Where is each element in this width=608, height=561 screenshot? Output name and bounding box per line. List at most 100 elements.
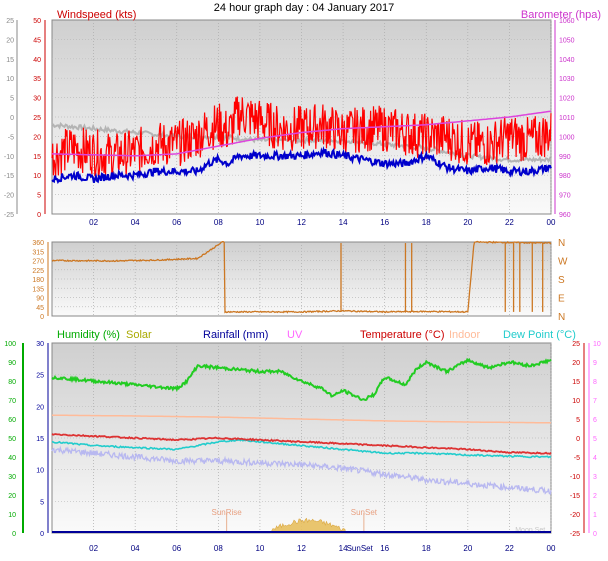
x-tick-label: 10 <box>255 218 264 227</box>
uv-tick-label: 2 <box>593 493 597 500</box>
humidity-tick-label: 0 <box>12 531 16 538</box>
dir-tick-label: 45 <box>36 305 44 312</box>
outer-tick-label: -25 <box>4 212 14 219</box>
x-tick-label: 00 <box>547 544 556 553</box>
outer-tick-label: 25 <box>6 18 14 25</box>
outer-tick-label: 5 <box>10 96 14 103</box>
baro-tick-label: 1000 <box>559 134 575 141</box>
legend-item: Solar <box>126 329 152 341</box>
outer-tick-label: 20 <box>6 37 14 44</box>
legend-item: Dew Point (°C) <box>503 329 576 341</box>
x-tick-label: 02 <box>89 218 98 227</box>
outer-tick-label: -20 <box>4 193 14 200</box>
x-tick-label: 18 <box>422 544 431 553</box>
dir-tick-label: 225 <box>32 268 44 275</box>
legend-item: Humidity (%) <box>57 329 120 341</box>
baro-tick-label: 970 <box>559 193 571 200</box>
legend-item: Indoor <box>449 329 481 341</box>
humidity-temp-panel: Humidity (%) Solar Rainfall (mm) UV Temperat… <box>4 329 601 553</box>
temp-tick-label: 15 <box>572 379 580 386</box>
wind-tick-label: 30 <box>33 96 41 103</box>
humidity-tick-label: 30 <box>8 474 16 481</box>
x-tick-label: 12 <box>297 544 306 553</box>
x-tick-label: 14 <box>339 544 348 553</box>
humidity-tick-label: 90 <box>8 360 16 367</box>
apparent-temp-line <box>51 445 552 496</box>
rain-tick-label: 30 <box>36 341 44 348</box>
wind-direction-line <box>51 240 552 314</box>
outer-tick-label: -10 <box>4 154 14 161</box>
sunrise-label: SunRise <box>212 508 243 517</box>
wind-tick-label: 10 <box>33 173 41 180</box>
barometer-line <box>52 110 552 157</box>
temp-tick-label: -15 <box>570 493 580 500</box>
wind-tick-label: 45 <box>33 37 41 44</box>
outer-tick-label: -5 <box>8 134 14 141</box>
uv-tick-label: 6 <box>593 417 597 424</box>
uv-tick-label: 8 <box>593 379 597 386</box>
humidity-tick-label: 50 <box>8 436 16 443</box>
x-tick-label: 10 <box>255 544 264 553</box>
temp-tick-label: -5 <box>574 455 580 462</box>
rain-tick-label: 20 <box>36 404 44 411</box>
uv-tick-label: 10 <box>593 341 601 348</box>
outer-tick-label: 15 <box>6 57 14 64</box>
x-tick-label: 14 <box>339 218 348 227</box>
baro-tick-label: 1020 <box>559 96 575 103</box>
temp-tick-label: 25 <box>572 341 580 348</box>
wind-tick-label: 25 <box>33 115 41 122</box>
graph-title: 24 hour graph day : 04 January 2017 <box>214 2 394 14</box>
dir-tick-label: 0 <box>40 314 44 321</box>
rain-tick-label: 5 <box>40 499 44 506</box>
baro-tick-label: 1040 <box>559 57 575 64</box>
temp-tick-label: -25 <box>570 531 580 538</box>
x-tick-label: 08 <box>214 218 223 227</box>
baro-tick-label: 1030 <box>559 76 575 83</box>
wind-tick-label: 40 <box>33 57 41 64</box>
x-tick-label: 04 <box>131 218 140 227</box>
rain-tick-label: 15 <box>36 436 44 443</box>
dir-tick-label: 270 <box>32 259 44 266</box>
humidity-tick-label: 20 <box>8 493 16 500</box>
x-tick-label: 06 <box>172 544 181 553</box>
compass-label: N <box>558 312 565 323</box>
dir-tick-label: 360 <box>32 240 44 247</box>
temp-tick-label: 5 <box>576 417 580 424</box>
wind-tick-label: 0 <box>37 212 41 219</box>
rain-tick-label: 0 <box>40 531 44 538</box>
right-axis-label: Barometer (hpa) <box>521 9 601 21</box>
wind-tick-label: 20 <box>33 134 41 141</box>
x-tick-label: 00 <box>547 218 556 227</box>
x-tick-label: 08 <box>214 544 223 553</box>
baro-tick-label: 1060 <box>559 18 575 25</box>
x-tick-label: 22 <box>505 544 514 553</box>
temp-tick-label: 20 <box>572 360 580 367</box>
compass-label: W <box>558 257 568 268</box>
average-wind-line <box>51 145 552 185</box>
uv-tick-label: 7 <box>593 398 597 405</box>
rain-tick-label: 10 <box>36 468 44 475</box>
compass-label: N <box>558 238 565 249</box>
humidity-tick-label: 60 <box>8 417 16 424</box>
x-tick-label: 20 <box>463 544 472 553</box>
uv-tick-label: 9 <box>593 360 597 367</box>
solar-area <box>269 517 346 534</box>
wind-tick-label: 35 <box>33 76 41 83</box>
wind-tick-label: 5 <box>37 193 41 200</box>
temp-tick-label: -10 <box>570 474 580 481</box>
x-tick-label: 06 <box>172 218 181 227</box>
dir-tick-label: 90 <box>36 296 44 303</box>
outer-tick-label: 0 <box>10 115 14 122</box>
humidity-line <box>51 357 552 402</box>
x-tick-label: 04 <box>131 544 140 553</box>
humidity-tick-label: 70 <box>8 398 16 405</box>
x-tick-label: 16 <box>380 218 389 227</box>
uv-tick-label: 1 <box>593 512 597 519</box>
temperature-line <box>51 433 552 455</box>
baro-tick-label: 1010 <box>559 115 575 122</box>
dir-tick-label: 135 <box>32 286 44 293</box>
x-tick-label: 18 <box>422 218 431 227</box>
x-tick-label: 02 <box>89 544 98 553</box>
